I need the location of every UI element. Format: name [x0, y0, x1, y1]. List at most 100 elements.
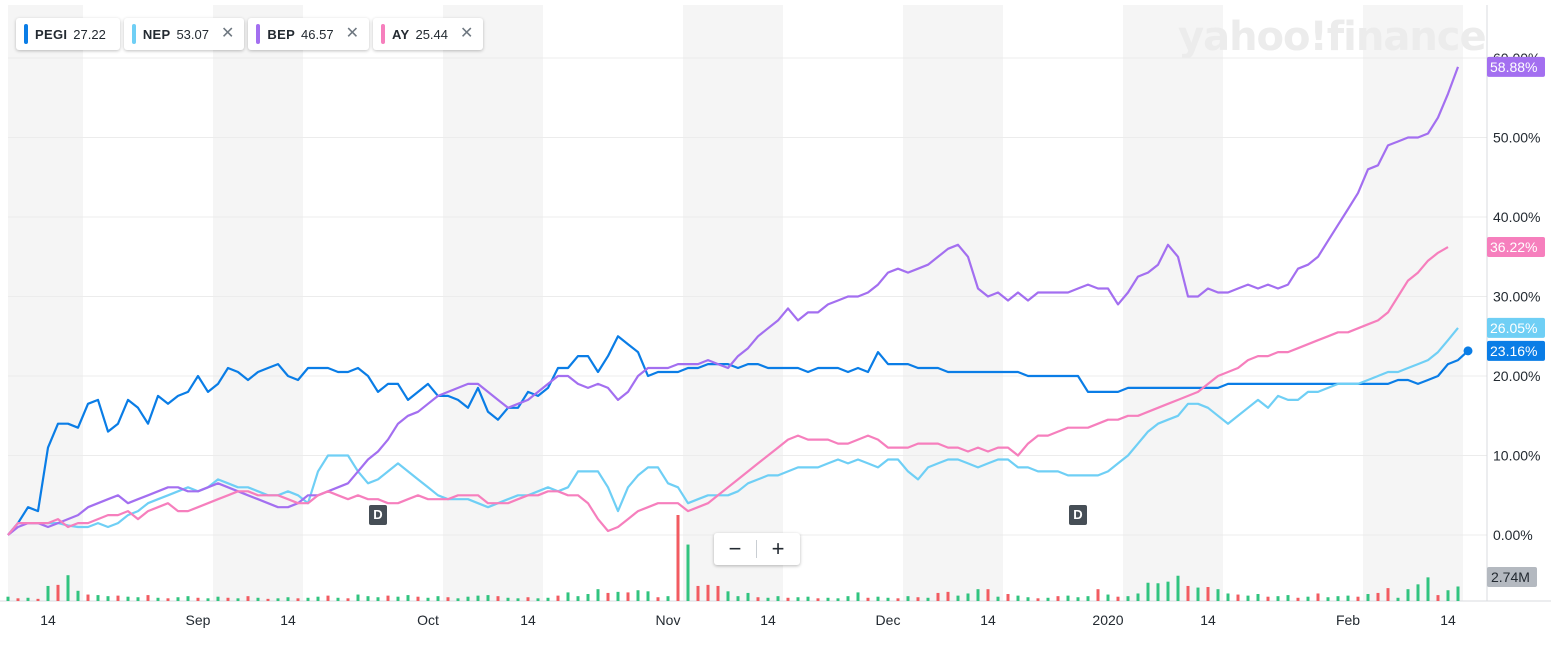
volume-bar	[1336, 596, 1340, 601]
volume-bar	[1266, 596, 1270, 601]
volume-bar	[66, 575, 70, 601]
volume-bar	[876, 596, 880, 601]
y-tick-label: 40.00%	[1493, 209, 1540, 225]
volume-bar	[1316, 593, 1320, 601]
volume-bar	[866, 597, 870, 601]
pegi-end-dot	[1463, 346, 1473, 356]
volume-bar	[686, 544, 690, 601]
legend-pill-bep[interactable]: BEP 46.57 ✕	[248, 18, 369, 50]
volume-bar	[976, 589, 980, 601]
volume-bar	[586, 594, 590, 601]
volume-bar	[226, 597, 230, 601]
volume-bar	[156, 597, 160, 601]
volume-bar	[696, 585, 700, 601]
series-line-nep	[7, 327, 1459, 536]
volume-bar	[326, 595, 330, 601]
volume-bar	[516, 598, 520, 601]
zoom-divider	[756, 540, 757, 558]
volume-bar	[306, 597, 310, 601]
volume-bar	[766, 597, 770, 601]
volume-bar	[1216, 589, 1220, 601]
series-line-pegi	[7, 335, 1469, 536]
nep-price: 53.07	[176, 26, 209, 42]
volume-bar	[1006, 594, 1010, 601]
volume-bar	[786, 597, 790, 601]
volume-bar	[106, 596, 110, 601]
volume-bar	[836, 598, 840, 601]
zoom-in-button[interactable]: +	[771, 536, 785, 561]
x-tick-label: 14	[40, 612, 56, 628]
zoom-controls: − +	[714, 533, 800, 565]
x-tick-label: Oct	[417, 612, 439, 628]
zoom-out-button[interactable]: −	[728, 536, 742, 561]
last-value-label-pegi: 23.16%	[1487, 340, 1545, 361]
volume-bar	[986, 589, 990, 601]
volume-bar	[376, 597, 380, 601]
pegi-color-swatch	[24, 24, 28, 44]
volume-bar	[1326, 597, 1330, 601]
month-shade	[1363, 5, 1463, 601]
volume-bar	[6, 596, 10, 601]
svg-text:36.22%: 36.22%	[1490, 239, 1537, 255]
volume-bar	[856, 592, 860, 601]
month-shade	[683, 5, 783, 601]
volume-bar	[1426, 577, 1430, 601]
volume-bar	[1116, 596, 1120, 601]
volume-bar	[336, 597, 340, 601]
volume-bar	[316, 596, 320, 601]
bep-color-swatch	[256, 24, 261, 44]
volume-bar	[1286, 595, 1290, 601]
close-icon[interactable]: ✕	[460, 25, 474, 42]
x-tick-label: Dec	[876, 612, 901, 628]
dividend-marker[interactable]: D	[369, 505, 387, 525]
volume-bar	[126, 596, 130, 601]
volume-bar	[76, 590, 80, 601]
month-shade	[903, 5, 1003, 601]
x-tick-label: Sep	[186, 612, 211, 628]
volume-bar	[1456, 586, 1460, 601]
x-tick-label: Feb	[1336, 612, 1360, 628]
month-shade	[213, 5, 303, 601]
volume-bar	[816, 598, 820, 601]
volume-bar	[396, 596, 400, 601]
ay-symbol: AY	[392, 26, 410, 42]
volume-bar	[26, 597, 30, 601]
month-shade	[1123, 5, 1223, 601]
volume-bar	[296, 598, 300, 601]
volume-bar	[756, 597, 760, 601]
volume-bar	[966, 593, 970, 601]
volume-bar	[1136, 593, 1140, 601]
x-tick-label: 14	[520, 612, 536, 628]
volume-bar	[216, 596, 220, 601]
volume-bar	[96, 595, 100, 601]
volume-bar	[726, 591, 730, 601]
yahoo-finance-watermark: yahoo!finance	[1178, 14, 1487, 60]
legend-pill-pegi[interactable]: PEGI 27.22	[16, 18, 120, 50]
volume-bar	[1296, 597, 1300, 601]
volume-bar	[886, 597, 890, 601]
volume-bar	[386, 595, 390, 601]
volume-bar	[456, 598, 460, 601]
volume-bar	[536, 598, 540, 601]
volume-bar	[1196, 587, 1200, 601]
dividend-marker[interactable]: D	[1069, 505, 1087, 525]
volume-bar	[486, 595, 490, 601]
volume-bar	[86, 594, 90, 601]
volume-bar	[1376, 592, 1380, 601]
bep-symbol: BEP	[267, 26, 296, 42]
volume-bar	[936, 592, 940, 601]
volume-bar	[596, 589, 600, 601]
pegi-price: 27.22	[73, 26, 106, 42]
volume-bar	[1146, 582, 1150, 601]
close-icon[interactable]: ✕	[221, 25, 235, 42]
volume-bar	[826, 597, 830, 601]
close-icon[interactable]: ✕	[345, 25, 359, 42]
legend-pill-nep[interactable]: NEP 53.07 ✕	[123, 18, 245, 50]
volume-bar	[16, 598, 20, 601]
volume-bar	[36, 598, 40, 601]
nep-color-swatch	[131, 24, 136, 44]
legend-pill-ay[interactable]: AY 25.44 ✕	[373, 18, 484, 50]
volume-bar	[1246, 595, 1250, 601]
